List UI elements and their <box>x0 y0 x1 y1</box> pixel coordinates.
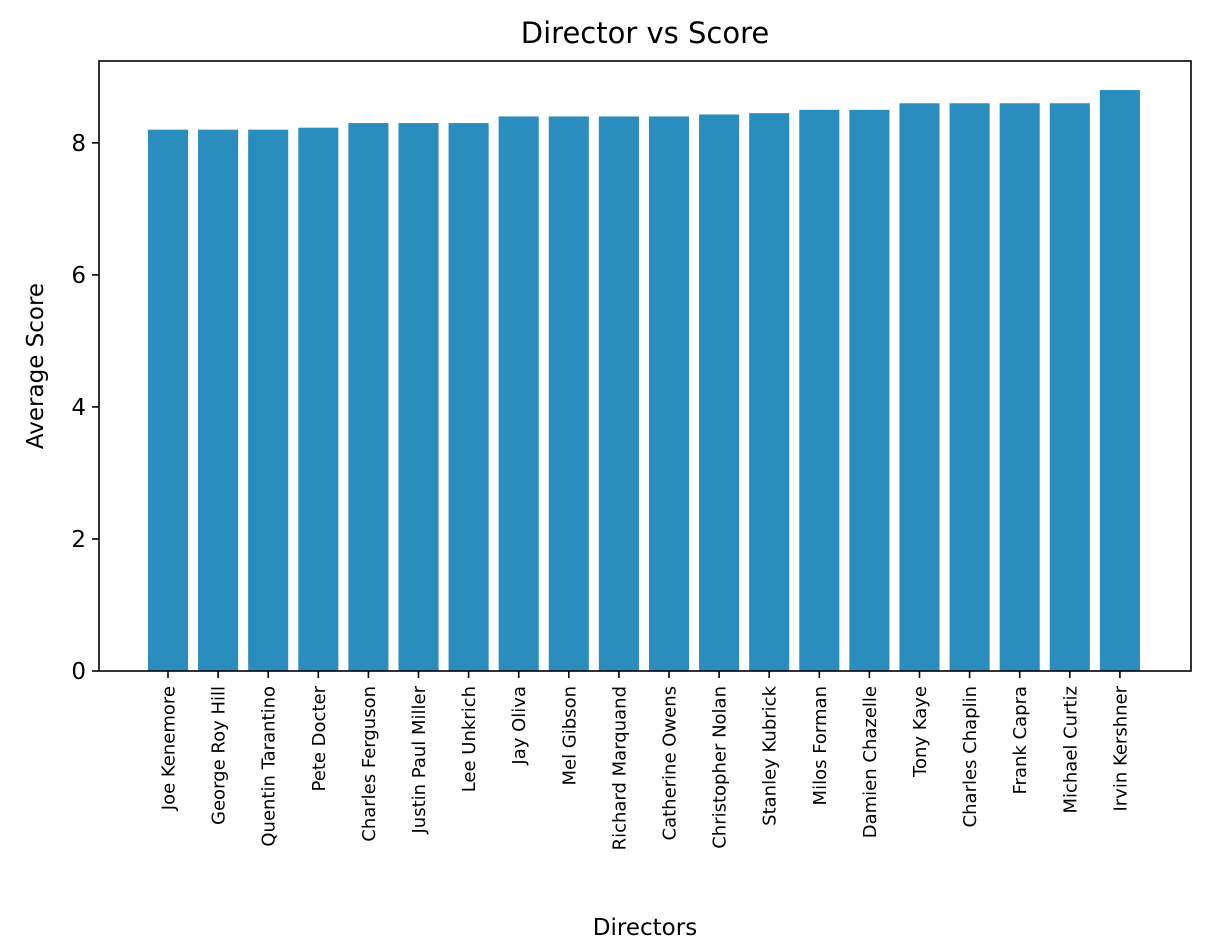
bar <box>849 109 890 672</box>
bar <box>548 116 589 671</box>
bar <box>899 103 940 671</box>
y-axis-label: Average Score <box>23 283 49 449</box>
bar <box>298 127 339 672</box>
x-tick-label: Justin Paul Miller <box>409 685 430 834</box>
bar <box>648 116 690 671</box>
x-tick-label: Charles Ferguson <box>359 686 380 842</box>
plot-area-frame <box>98 60 1192 672</box>
bar <box>448 123 489 671</box>
x-tick-label: Damien Chazelle <box>860 686 881 838</box>
y-axis-ticks: 0 2 4 6 8 <box>71 131 99 685</box>
x-tick-label: Quentin Tarantino <box>259 686 280 847</box>
bar <box>1099 90 1140 672</box>
y-tick-label: 6 <box>71 263 86 289</box>
y-tick-label: 0 <box>71 659 86 685</box>
y-tick-label: 8 <box>71 131 86 157</box>
y-tick-label: 4 <box>71 395 86 421</box>
x-tick-label: George Roy Hill <box>209 686 230 825</box>
bar <box>248 129 289 671</box>
chart-title: Director vs Score <box>521 16 769 50</box>
bar <box>999 103 1040 671</box>
x-tick-label: Christopher Nolan <box>710 686 731 849</box>
bar <box>699 114 740 672</box>
bars <box>147 90 1140 672</box>
x-tick-label: Mel Gibson <box>559 686 580 786</box>
x-tick-label: Pete Docter <box>309 685 330 791</box>
x-tick-label: Lee Unkrich <box>459 686 480 792</box>
bar <box>1049 103 1090 671</box>
bar <box>749 113 790 671</box>
x-tick-label: Catherine Owens <box>660 686 681 841</box>
bar <box>348 123 389 671</box>
bar <box>949 103 990 671</box>
x-tick-label: Charles Chaplin <box>960 686 981 827</box>
x-tick-label: Joe Kenemore <box>159 686 180 811</box>
x-axis-ticks: Joe Kenemore George Roy Hill Quentin Taran… <box>159 671 1131 850</box>
bar <box>198 129 239 671</box>
x-axis-label: Directors <box>593 915 697 941</box>
x-tick-label: Stanley Kubrick <box>760 685 781 825</box>
y-tick-label: 2 <box>71 527 86 553</box>
bar <box>498 116 539 671</box>
x-tick-label: Michael Curtiz <box>1060 686 1081 814</box>
x-tick-label: Milos Forman <box>810 686 831 805</box>
bar <box>598 116 639 671</box>
x-tick-label: Tony Kaye <box>910 686 931 778</box>
bar <box>799 109 840 672</box>
x-tick-label: Jay Oliva <box>509 686 530 766</box>
bar <box>398 123 439 671</box>
x-tick-label: Richard Marquand <box>609 686 630 850</box>
bar <box>147 129 189 671</box>
x-tick-label: Irvin Kershner <box>1110 685 1131 811</box>
x-tick-label: Frank Capra <box>1010 686 1031 794</box>
